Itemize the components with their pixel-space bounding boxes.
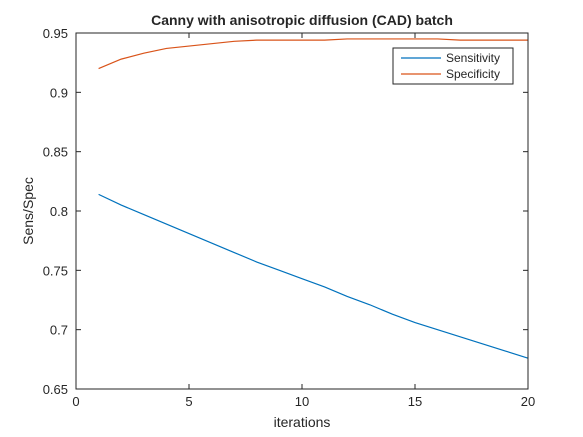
ticks-layer: 0 5 10 15 20 0.65 0.7 0.75 0.8 0.85 0.9 0.95 <box>43 26 536 409</box>
y-tick-label: 0.9 <box>50 85 68 100</box>
series-line-sensitivity <box>98 193 529 359</box>
legend-entry-sensitivity: Sensitivity <box>446 51 500 65</box>
legend-box <box>392 47 514 85</box>
series-layer <box>98 38 529 359</box>
x-tick-label: 15 <box>408 394 422 409</box>
y-axis-label: Sens/Spec <box>20 177 36 245</box>
y-tick-label: 0.75 <box>43 263 68 278</box>
y-tick-label: 0.95 <box>43 26 68 41</box>
y-tick-label: 0.65 <box>43 382 68 397</box>
plot-frame <box>75 32 529 390</box>
x-tick-label: 0 <box>72 394 79 409</box>
x-tick-label: 10 <box>295 394 309 409</box>
y-tick-label: 0.7 <box>50 323 68 338</box>
chart-title: Canny with anisotropic diffusion (CAD) b… <box>151 12 453 28</box>
legend-entry-specificity: Specificity <box>446 67 500 81</box>
y-tick-label: 0.8 <box>50 204 68 219</box>
y-tick-label: 0.85 <box>43 145 68 160</box>
x-tick-label: 20 <box>521 394 535 409</box>
series-line-specificity <box>98 38 528 70</box>
x-axis-label: iterations <box>274 414 331 430</box>
legend: Sensitivity Specificity <box>392 47 514 85</box>
x-tick-label: 5 <box>185 394 192 409</box>
plot-area <box>76 33 528 389</box>
